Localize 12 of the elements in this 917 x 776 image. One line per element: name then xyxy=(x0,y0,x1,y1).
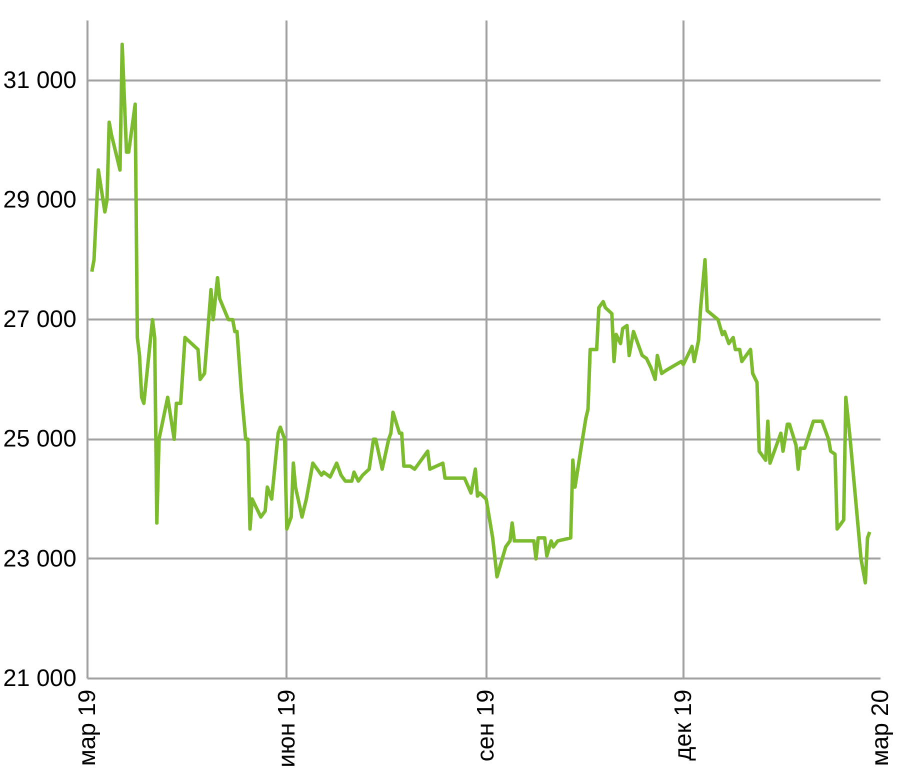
x-tick-label: мар 19 xyxy=(74,689,101,766)
x-tick-label: дек 19 xyxy=(670,689,697,761)
y-tick-label: 21 000 xyxy=(3,665,76,692)
y-tick-label: 25 000 xyxy=(3,426,76,453)
y-tick-label: 29 000 xyxy=(3,186,76,214)
x-tick-label: мар 20 xyxy=(867,689,894,766)
y-tick-label: 31 000 xyxy=(3,66,76,94)
x-tick-label: сен 19 xyxy=(472,689,500,762)
y-tick-label: 23 000 xyxy=(3,545,76,572)
y-tick-label: 27 000 xyxy=(3,306,76,334)
line-series xyxy=(90,42,872,585)
x-tick-label: июн 19 xyxy=(273,689,300,768)
